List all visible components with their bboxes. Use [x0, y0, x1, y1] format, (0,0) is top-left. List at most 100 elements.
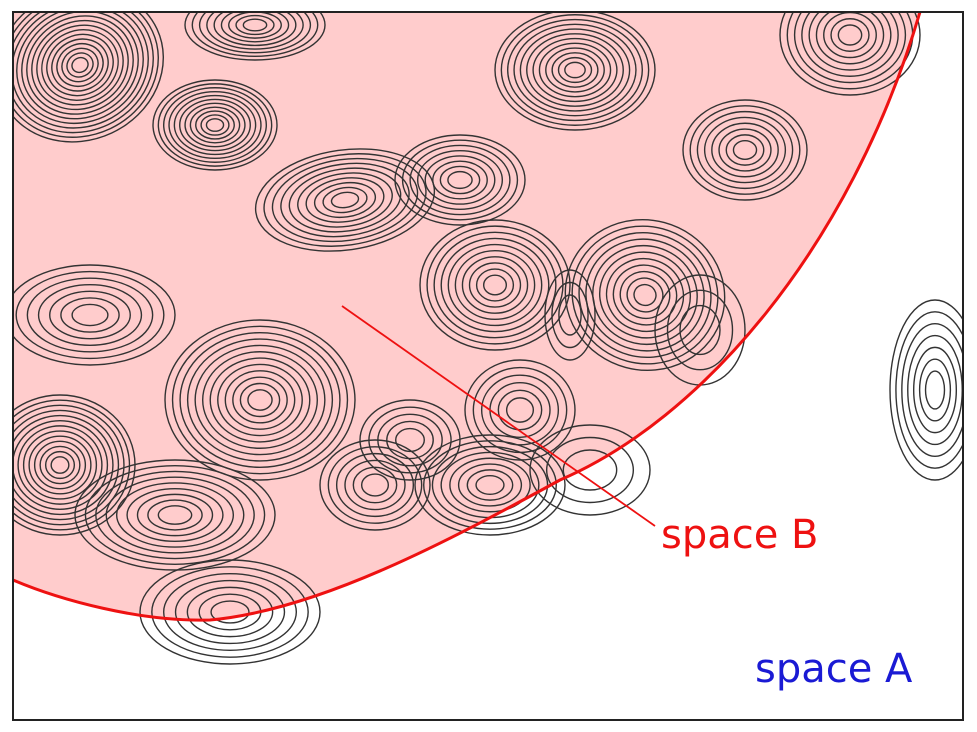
- contour-ring: [447, 243, 543, 327]
- contour-ring: [901, 323, 963, 457]
- contour-ring: [13, 12, 159, 138]
- contour-ring: [447, 170, 473, 190]
- contour-ring: [13, 404, 125, 526]
- contour-ring: [414, 434, 566, 536]
- contour-ring: [889, 299, 963, 481]
- contour-ring: [529, 424, 651, 516]
- contour-ring: [419, 219, 571, 351]
- diagram-frame: [12, 11, 964, 721]
- contour-ring: [344, 459, 406, 511]
- contour-ring: [151, 566, 309, 658]
- contour-ring: [22, 430, 98, 500]
- contour-ring: [136, 493, 214, 537]
- space-b-pointer-line: [341, 305, 656, 527]
- contour-ring: [319, 439, 431, 531]
- contour-ring: [551, 281, 589, 349]
- contour-ring: [793, 12, 907, 84]
- contour-ring: [21, 12, 139, 120]
- contour-ring: [13, 399, 131, 531]
- contour-ring: [500, 14, 650, 126]
- contour-ring: [13, 414, 114, 516]
- contour-ring: [184, 12, 326, 61]
- contour-ring: [74, 459, 276, 571]
- contour-ring: [585, 238, 705, 352]
- contour-ring: [564, 61, 586, 79]
- contour-ring: [26, 15, 134, 115]
- contour-ring: [395, 427, 425, 453]
- contour-ring: [439, 165, 481, 195]
- contour-ring: [327, 446, 423, 524]
- contour-ring: [449, 457, 531, 513]
- contour-ring: [679, 304, 721, 356]
- contour-ring: [194, 344, 326, 456]
- contour-ring: [263, 153, 427, 247]
- contour-lines: [13, 12, 963, 665]
- contour-ring: [394, 134, 526, 226]
- contour-ring: [71, 56, 89, 74]
- contour-ring: [666, 289, 734, 371]
- contour-ring: [598, 251, 692, 339]
- contour-ring: [918, 358, 952, 422]
- contour-ring: [71, 303, 109, 327]
- contour-ring: [689, 105, 801, 195]
- contour-ring: [239, 382, 281, 418]
- contour-ring: [179, 98, 251, 152]
- contour-ring: [209, 357, 311, 443]
- contour-ring: [157, 505, 193, 525]
- contour-ring: [200, 114, 230, 136]
- contour-ring: [31, 19, 129, 111]
- contour-ring: [46, 33, 114, 97]
- contour-ring: [431, 445, 549, 525]
- contour-ring: [105, 476, 245, 554]
- contour-ring: [466, 469, 514, 501]
- contour-ring: [152, 79, 278, 171]
- contour-ring: [186, 338, 334, 462]
- contour-ring: [13, 264, 176, 366]
- contour-ring: [313, 181, 377, 219]
- contour-ring: [28, 435, 92, 495]
- contour-ring: [682, 99, 808, 201]
- contour-ring: [201, 351, 319, 449]
- contour-ring: [36, 24, 124, 106]
- contour-ring: [213, 12, 297, 47]
- contour-ring: [191, 12, 319, 58]
- contour-ring: [305, 177, 385, 223]
- contour-ring: [551, 52, 599, 88]
- contour-ring: [217, 363, 303, 437]
- contour-ring: [526, 33, 624, 107]
- contour-ring: [475, 474, 505, 496]
- contour-ring: [228, 12, 282, 39]
- contour-ring: [544, 269, 596, 361]
- contour-ring: [168, 90, 262, 160]
- contour-ring: [115, 482, 235, 548]
- contour-ring: [179, 331, 341, 469]
- contour-ring: [416, 149, 504, 211]
- contour-ring: [280, 162, 410, 238]
- contour-ring: [41, 29, 119, 101]
- contour-ring: [50, 456, 70, 474]
- contour-ring: [51, 38, 109, 92]
- contour-ring: [830, 18, 870, 52]
- contour-ring: [206, 12, 304, 50]
- contour-ring: [61, 47, 99, 83]
- contour-ring: [232, 376, 288, 424]
- contour-ring: [895, 311, 963, 469]
- contour-ring: [432, 160, 488, 200]
- contour-ring: [924, 370, 946, 410]
- contour-ring: [335, 452, 415, 518]
- contour-ring: [837, 24, 863, 46]
- contour-ring: [37, 284, 143, 346]
- space-b-boundary: [13, 12, 922, 622]
- contour-ring: [66, 52, 94, 78]
- contour-ring: [49, 290, 131, 340]
- contour-ring: [16, 12, 144, 125]
- contour-ring: [174, 579, 286, 645]
- contour-ring: [578, 231, 712, 359]
- contour-ring: [907, 334, 963, 446]
- contour-ring: [173, 94, 257, 156]
- contour-ring: [545, 436, 635, 504]
- contour-ring: [732, 139, 758, 161]
- contour-ring: [189, 106, 241, 144]
- contour-ring: [195, 110, 235, 140]
- contour-ring: [564, 218, 726, 372]
